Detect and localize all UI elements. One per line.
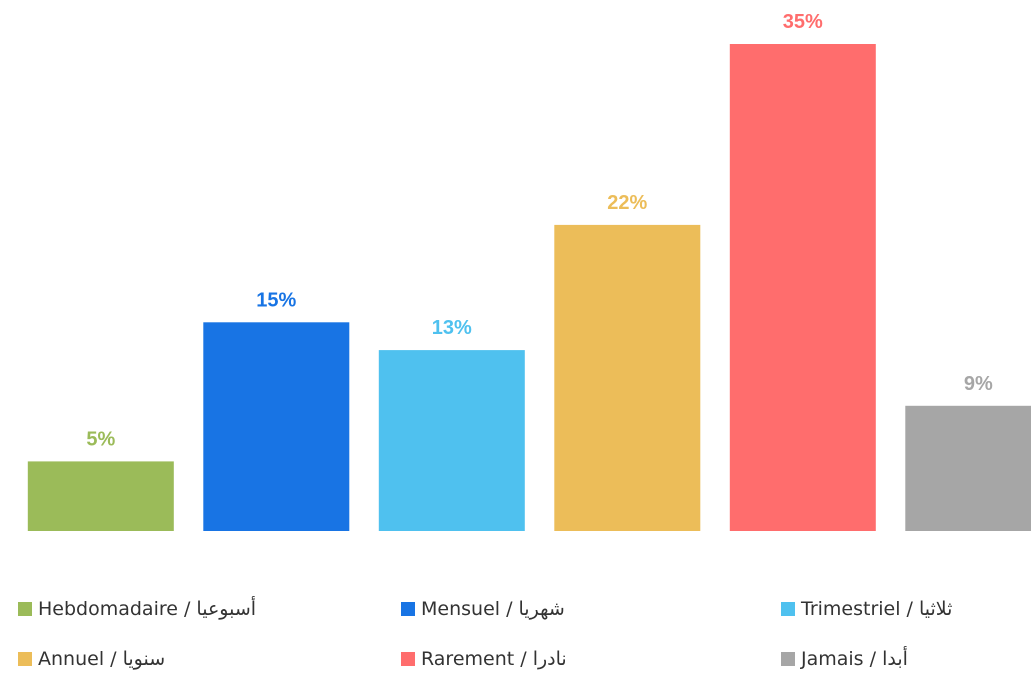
legend-item-annuel: Annuel / سنويا xyxy=(18,648,165,670)
data-label-hebdomadaire: 5% xyxy=(86,428,115,450)
legend-label-annuel: Annuel / سنويا xyxy=(38,648,166,670)
bar-annuel xyxy=(554,224,701,531)
bar-trimestriel xyxy=(378,350,525,531)
legend-swatch-mensuel xyxy=(401,602,415,616)
legend-label-rarement: Rarement / نادرا xyxy=(421,648,567,670)
legend-item-hebdomadaire: Hebdomadaire / أسبوعيا xyxy=(18,598,256,620)
legend: Hebdomadaire / أسبوعيا Mensuel / شهريا T… xyxy=(0,588,1031,688)
legend-label-jamais: Jamais / أبدا xyxy=(801,648,908,670)
legend-item-trimestriel: Trimestriel / ثلاثيا xyxy=(781,598,952,620)
bar-mensuel xyxy=(203,322,350,531)
bar-chart: 5% 15% 13% 22% 35% 9% xyxy=(27,11,1031,531)
legend-item-mensuel: Mensuel / شهريا xyxy=(401,598,565,620)
legend-swatch-jamais xyxy=(781,652,795,666)
legend-swatch-rarement xyxy=(401,652,415,666)
bar-hebdomadaire xyxy=(27,461,174,531)
data-label-rarement: 35% xyxy=(783,11,823,33)
legend-item-rarement: Rarement / نادرا xyxy=(401,648,567,670)
legend-swatch-trimestriel xyxy=(781,602,795,616)
bar-jamais xyxy=(905,405,1031,531)
legend-label-hebdomadaire: Hebdomadaire / أسبوعيا xyxy=(38,598,257,620)
data-label-trimestriel: 13% xyxy=(432,317,472,339)
data-label-jamais: 9% xyxy=(964,373,993,395)
legend-label-mensuel: Mensuel / شهريا xyxy=(421,598,565,620)
legend-swatch-annuel xyxy=(18,652,32,666)
legend-item-jamais: Jamais / أبدا xyxy=(781,648,908,670)
legend-swatch-hebdomadaire xyxy=(18,602,32,616)
data-label-annuel: 22% xyxy=(607,192,647,214)
bar-rarement xyxy=(729,44,876,531)
data-label-mensuel: 15% xyxy=(256,289,296,311)
legend-label-trimestriel: Trimestriel / ثلاثيا xyxy=(801,598,953,620)
